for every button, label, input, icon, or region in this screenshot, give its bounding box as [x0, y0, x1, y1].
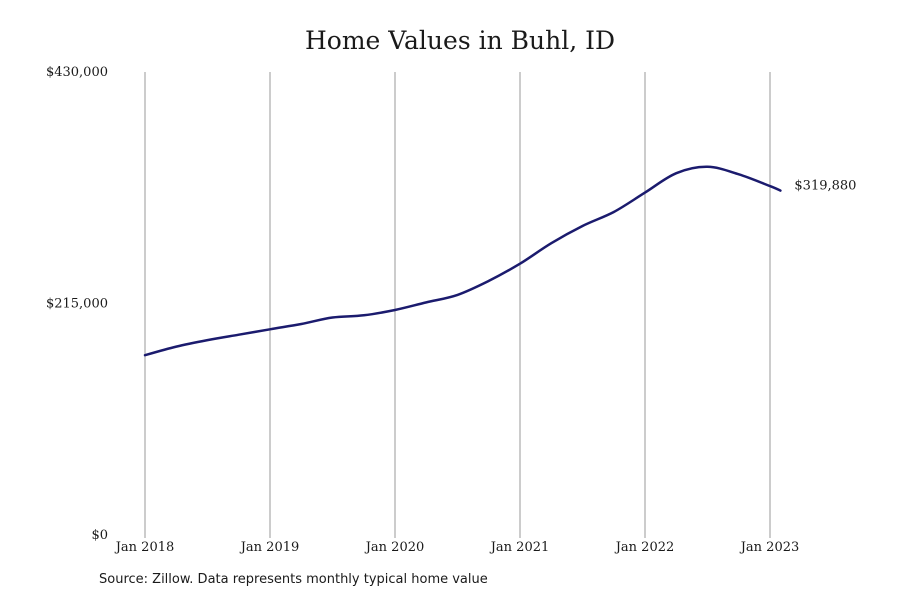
source-note: Source: Zillow. Data represents monthly … [99, 572, 488, 587]
y-tick-label: $0 [91, 528, 108, 543]
x-tick-label: Jan 2020 [364, 540, 425, 555]
end-value-label-group: $319,880 [794, 179, 856, 194]
end-value-label: $319,880 [794, 179, 856, 194]
x-tick-label: Jan 2018 [114, 540, 175, 555]
grid-lines [144, 72, 771, 538]
x-tick-label: Jan 2023 [739, 540, 800, 555]
x-tick-label: Jan 2019 [239, 540, 300, 555]
y-tick-label: $215,000 [46, 297, 108, 312]
x-axis-ticks: Jan 2018 Jan 2019 Jan 2020 Jan 2021 Jan 2022… [114, 540, 800, 555]
x-tick-label: Jan 2021 [489, 540, 550, 555]
series-line-group [143, 165, 782, 357]
y-axis-ticks: $0 $215,000 $430,000 [46, 65, 108, 543]
chart-title: Home Values in Buhl, ID [304, 26, 616, 55]
y-tick-label: $430,000 [46, 65, 108, 80]
series-line [143, 165, 782, 357]
x-tick-label: Jan 2022 [614, 540, 675, 555]
